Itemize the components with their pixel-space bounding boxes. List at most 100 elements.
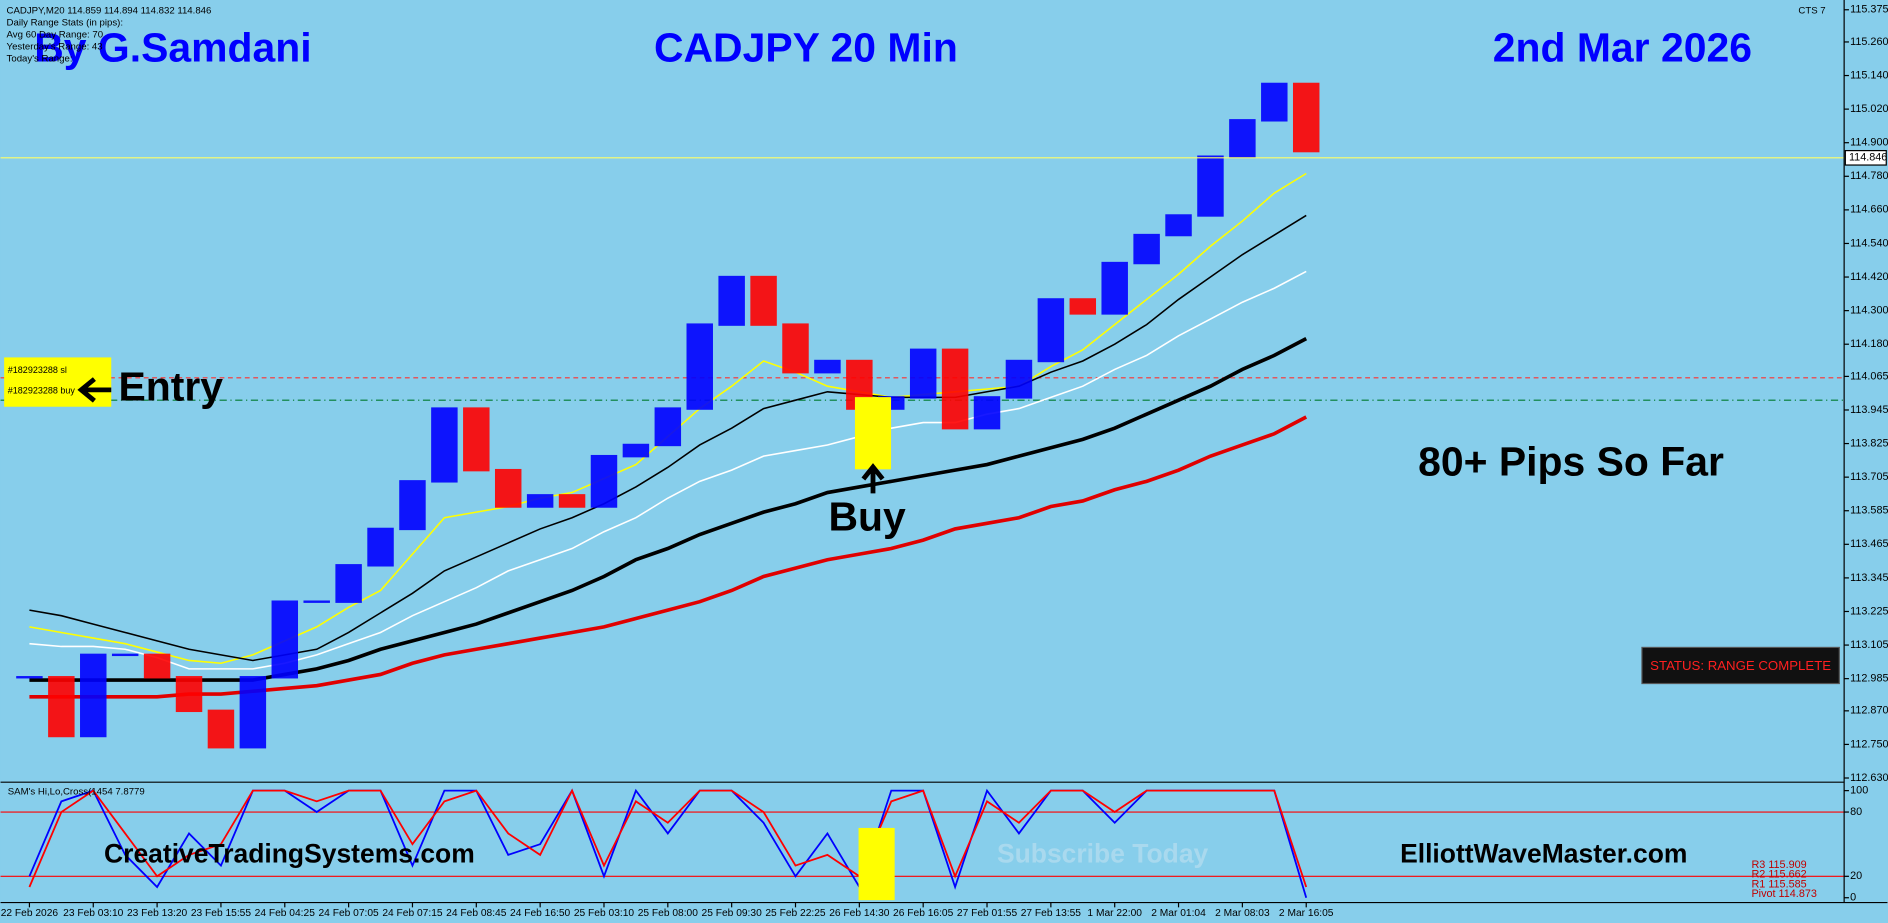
price-bar: [335, 564, 362, 603]
price-bar: [303, 600, 330, 603]
price-bar: [207, 709, 235, 749]
y-tick-label: 113.345: [1850, 572, 1888, 584]
y-tick-label: 113.585: [1850, 505, 1888, 517]
moving-average: [29, 270, 1307, 670]
x-tick-label: 23 Feb 15:55: [191, 908, 252, 919]
price-bar: [1261, 82, 1288, 122]
author: By G.Samdani: [34, 24, 311, 70]
status-box: [1641, 646, 1840, 685]
price-bar: [80, 653, 107, 738]
price-bar: [654, 407, 682, 447]
price-bar: [175, 676, 203, 713]
buy-arrow: [861, 463, 885, 494]
price-bar: [494, 468, 522, 508]
oscillator-pane: [0, 788, 1845, 898]
price-bar: [718, 275, 745, 326]
y-tick-label: 0: [1850, 892, 1856, 904]
y-tick-label: 114.180: [1850, 338, 1888, 350]
info-line: CADJPY,M20 114.859 114.894 114.832 114.8…: [7, 5, 212, 16]
info-line: Today's Range:: [7, 54, 73, 65]
price-bar: [909, 348, 937, 399]
y-tick-label: 112.750: [1850, 738, 1888, 750]
price-bar: [1005, 359, 1033, 399]
pips-label: 80+ Pips So Far: [1418, 438, 1724, 484]
price-bar: [973, 396, 1001, 430]
price-bar: [1101, 261, 1128, 315]
last-price-label: 114.846: [1849, 152, 1887, 164]
x-tick-label: 1 Mar 22:00: [1087, 908, 1142, 919]
price-bar: [1197, 155, 1224, 217]
y-tick-label: 114.780: [1850, 170, 1888, 182]
x-tick-label: 27 Feb 13:55: [1021, 908, 1082, 919]
moving-average: [29, 214, 1307, 662]
x-tick-label: 25 Feb 09:30: [702, 908, 763, 919]
price-bar: [750, 275, 777, 326]
y-tick-label: 115.140: [1850, 69, 1888, 81]
x-tick-label: 27 Feb 01:55: [957, 908, 1018, 919]
price-pane: [0, 82, 1845, 749]
x-tick-label: 2 Mar 16:05: [1279, 908, 1334, 919]
entry-label: Entry: [118, 364, 223, 410]
x-tick-label: 26 Feb 14:30: [829, 908, 890, 919]
price-bar: [814, 359, 841, 374]
buy-label: Buy: [828, 494, 906, 540]
y-tick-label: 112.630: [1850, 772, 1888, 784]
x-tick-label: 24 Feb 07:15: [382, 908, 443, 919]
y-tick-label: 112.870: [1850, 705, 1888, 717]
oscillator-line: [28, 788, 1308, 898]
price-bar: [558, 494, 586, 508]
order-label: #182923288 buy: [8, 385, 76, 395]
price-bar: [463, 407, 490, 472]
price-bar: [111, 653, 139, 657]
price-bar: [622, 443, 650, 458]
y-tick-label: 115.020: [1850, 103, 1888, 115]
x-tick-label: 2 Mar 01:04: [1151, 908, 1206, 919]
price-bar: [686, 323, 713, 410]
price-bar: [16, 676, 43, 679]
price-bar: [1292, 82, 1320, 153]
info-line: Avg 60 Day Range: 70: [7, 29, 104, 40]
y-tick-label: 114.420: [1850, 271, 1888, 283]
y-tick-label: 114.660: [1850, 204, 1888, 216]
watermark: CreativeTradingSystems.com: [104, 839, 475, 869]
y-tick-label: 114.540: [1850, 237, 1888, 249]
x-tick-label: 26 Feb 16:05: [893, 908, 954, 919]
y-tick-label: 113.105: [1850, 639, 1888, 651]
pivot-label: Pivot 114.873: [1751, 888, 1816, 900]
y-tick-label: 113.225: [1850, 605, 1888, 617]
price-bar: [399, 480, 426, 531]
y-tick-label: 113.945: [1850, 404, 1888, 416]
y-tick-label: 114.065: [1850, 370, 1888, 382]
price-bar: [1133, 233, 1160, 265]
x-tick-label: 25 Feb 22:25: [765, 908, 826, 919]
chart-title: CADJPY 20 Min: [654, 24, 958, 70]
x-tick-label: 25 Feb 03:10: [574, 908, 635, 919]
x-tick-label: 22 Feb 2026: [1, 908, 59, 919]
status-label: STATUS: RANGE COMPLETE: [1650, 658, 1831, 673]
pivot-label: R3 115.909: [1751, 859, 1806, 871]
last-price-box: [1844, 149, 1887, 166]
price-bar: [1229, 119, 1256, 158]
x-tick-label: 24 Feb 16:50: [510, 908, 571, 919]
price-bar: [271, 600, 299, 679]
y-tick-label: 115.375: [1850, 4, 1888, 16]
price-bar: [143, 653, 171, 679]
price-bar: [1069, 298, 1097, 315]
y-tick-label: 80: [1850, 806, 1862, 818]
price-bar: [1165, 214, 1192, 237]
price-bar: [590, 454, 618, 508]
info-line: Yesterday's Range: 43: [7, 41, 103, 52]
info-line: Daily Range Stats (in pips):: [7, 17, 123, 28]
indicator-title: SAM's Hi,Lo,Cross(1454 7.8779: [8, 786, 145, 797]
pivot-label: R2 115.662: [1751, 869, 1806, 881]
y-tick-label: 114.900: [1850, 137, 1888, 149]
osc-highlight: [858, 827, 895, 901]
watermark: Subscribe Today: [997, 839, 1209, 869]
x-tick-label: 25 Feb 08:00: [638, 908, 699, 919]
y-tick-label: 112.985: [1850, 673, 1888, 685]
y-tick-label: 113.465: [1850, 538, 1888, 550]
price-bar: [1037, 298, 1065, 363]
y-tick-label: 114.300: [1850, 304, 1888, 316]
